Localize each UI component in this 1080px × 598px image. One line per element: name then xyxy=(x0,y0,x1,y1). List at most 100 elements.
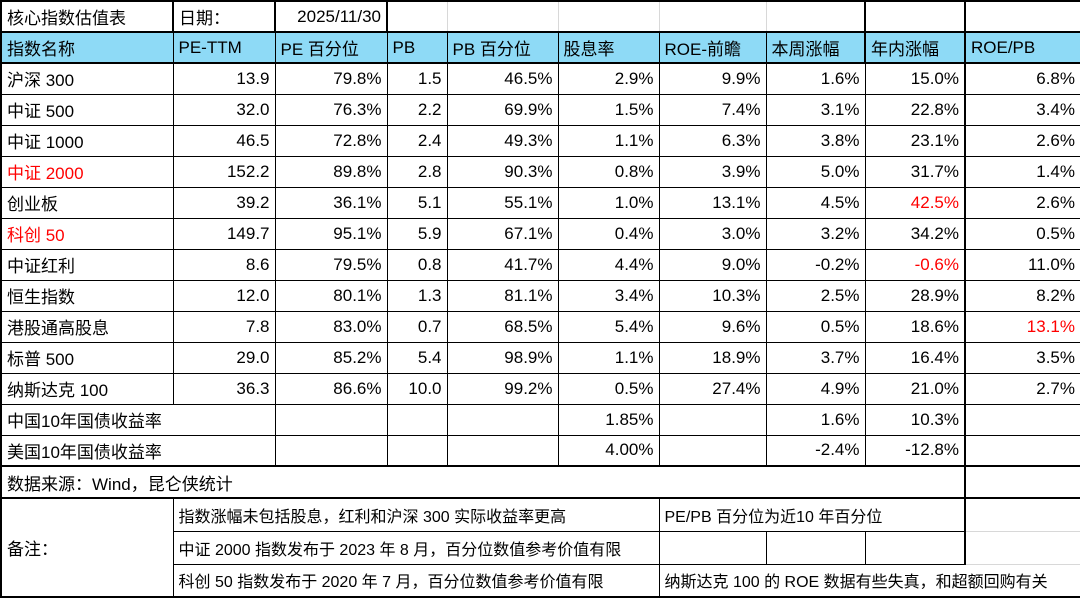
empty-cell[interactable] xyxy=(765,530,866,565)
header-cell-pe-ttm[interactable]: PE-TTM xyxy=(172,31,276,64)
week-change-cell[interactable]: 2.5% xyxy=(765,279,866,312)
index-name-cell[interactable]: 标普 500 xyxy=(0,341,174,374)
week-change-cell[interactable]: 1.6% xyxy=(765,62,866,95)
pe-ttm-cell[interactable]: 29.0 xyxy=(172,341,276,374)
index-name-cell[interactable]: 纳斯达克 100 xyxy=(0,372,174,405)
blank-cell[interactable] xyxy=(386,0,448,33)
empty-cell[interactable] xyxy=(964,403,1080,436)
roe-pb-cell[interactable]: 11.0% xyxy=(964,248,1080,281)
blank-cell[interactable] xyxy=(964,530,1080,565)
dividend-yield-cell[interactable]: 0.8% xyxy=(557,155,660,188)
pe-percentile-cell[interactable]: 83.0% xyxy=(274,310,388,343)
header-cell-index-name[interactable]: 指数名称 xyxy=(0,31,174,64)
roe-forward-cell[interactable]: 27.4% xyxy=(658,372,767,405)
dividend-yield-cell[interactable]: 2.9% xyxy=(557,62,660,95)
empty-cell[interactable] xyxy=(658,530,767,565)
week-change-cell[interactable]: 4.5% xyxy=(765,186,866,219)
pb-cell[interactable]: 1.5 xyxy=(386,62,448,95)
pb-percentile-cell[interactable]: 49.3% xyxy=(446,124,559,157)
pe-ttm-cell[interactable]: 152.2 xyxy=(172,155,276,188)
ytd-change-cell[interactable]: 34.2% xyxy=(864,217,966,250)
empty-cell[interactable] xyxy=(274,434,388,467)
pe-percentile-cell[interactable]: 72.8% xyxy=(274,124,388,157)
blank-boxed-cell[interactable] xyxy=(864,0,966,33)
roe-forward-cell[interactable]: 3.9% xyxy=(658,155,767,188)
empty-cell[interactable] xyxy=(274,403,388,436)
date-label-cell[interactable]: 日期： xyxy=(172,0,276,33)
index-name-cell[interactable]: 中证 1000 xyxy=(0,124,174,157)
pe-percentile-cell[interactable]: 79.5% xyxy=(274,248,388,281)
empty-cell[interactable] xyxy=(658,403,767,436)
pb-percentile-cell[interactable]: 98.9% xyxy=(446,341,559,374)
pb-cell[interactable]: 10.0 xyxy=(386,372,448,405)
roe-forward-cell[interactable]: 9.0% xyxy=(658,248,767,281)
pe-percentile-cell[interactable]: 80.1% xyxy=(274,279,388,312)
week-change-cell[interactable]: 3.1% xyxy=(765,93,866,126)
header-cell-ytd-change[interactable]: 年内涨幅 xyxy=(864,31,966,64)
pe-ttm-cell[interactable]: 36.3 xyxy=(172,372,276,405)
week-change-cell[interactable]: -0.2% xyxy=(765,248,866,281)
roe-pb-cell[interactable]: 3.5% xyxy=(964,341,1080,374)
roe-pb-cell[interactable]: 8.2% xyxy=(964,279,1080,312)
roe-forward-cell[interactable]: 3.0% xyxy=(658,217,767,250)
pe-percentile-cell[interactable]: 86.6% xyxy=(274,372,388,405)
bond-yield-cell[interactable]: 4.00% xyxy=(557,434,660,467)
blank-cell[interactable] xyxy=(557,0,660,33)
roe-pb-cell[interactable]: 2.7% xyxy=(964,372,1080,405)
pb-cell[interactable]: 2.8 xyxy=(386,155,448,188)
roe-pb-cell[interactable]: 2.6% xyxy=(964,186,1080,219)
index-name-cell[interactable]: 中证红利 xyxy=(0,248,174,281)
pb-cell[interactable]: 5.4 xyxy=(386,341,448,374)
roe-pb-cell[interactable]: 2.6% xyxy=(964,124,1080,157)
pb-percentile-cell[interactable]: 81.1% xyxy=(446,279,559,312)
index-name-cell[interactable]: 沪深 300 xyxy=(0,62,174,95)
roe-forward-cell[interactable]: 7.4% xyxy=(658,93,767,126)
data-source-cell[interactable]: 数据来源：Wind，昆仑侠统计 xyxy=(0,465,966,499)
empty-cell[interactable] xyxy=(386,403,448,436)
roe-forward-cell[interactable]: 10.3% xyxy=(658,279,767,312)
pb-cell[interactable]: 5.1 xyxy=(386,186,448,219)
index-name-cell[interactable]: 恒生指数 xyxy=(0,279,174,312)
pb-percentile-cell[interactable]: 90.3% xyxy=(446,155,559,188)
header-cell-roe-forward[interactable]: ROE-前瞻 xyxy=(658,31,767,64)
week-change-cell[interactable]: 3.7% xyxy=(765,341,866,374)
pe-ttm-cell[interactable]: 7.8 xyxy=(172,310,276,343)
empty-cell[interactable] xyxy=(964,434,1080,467)
date-value-cell[interactable]: 2025/11/30 xyxy=(274,0,388,33)
pe-ttm-cell[interactable]: 12.0 xyxy=(172,279,276,312)
blank-cell[interactable] xyxy=(658,0,767,33)
roe-forward-cell[interactable]: 9.6% xyxy=(658,310,767,343)
note-left-cell[interactable]: 指数涨幅未包括股息，红利和沪深 300 实际收益率更高 xyxy=(172,497,660,532)
blank-cell[interactable] xyxy=(446,0,559,33)
pb-percentile-cell[interactable]: 67.1% xyxy=(446,217,559,250)
pe-percentile-cell[interactable]: 85.2% xyxy=(274,341,388,374)
pe-ttm-cell[interactable]: 46.5 xyxy=(172,124,276,157)
empty-cell[interactable] xyxy=(446,403,559,436)
dividend-yield-cell[interactable]: 1.0% xyxy=(557,186,660,219)
ytd-change-cell[interactable]: 22.8% xyxy=(864,93,966,126)
notes-label-cell[interactable]: 备注： xyxy=(0,497,174,598)
note-left-cell[interactable]: 中证 2000 指数发布于 2023 年 8 月，百分位数值参考价值有限 xyxy=(172,530,660,565)
ytd-change-cell[interactable]: 16.4% xyxy=(864,341,966,374)
pb-percentile-cell[interactable]: 68.5% xyxy=(446,310,559,343)
dividend-yield-cell[interactable]: 1.1% xyxy=(557,124,660,157)
ytd-change-cell[interactable]: 18.6% xyxy=(864,310,966,343)
pb-cell[interactable]: 2.2 xyxy=(386,93,448,126)
roe-pb-cell[interactable]: 0.5% xyxy=(964,217,1080,250)
week-change-cell[interactable]: 1.6% xyxy=(765,403,866,436)
dividend-yield-cell[interactable]: 3.4% xyxy=(557,279,660,312)
pb-cell[interactable]: 5.9 xyxy=(386,217,448,250)
dividend-yield-cell[interactable]: 0.4% xyxy=(557,217,660,250)
blank-boxed-cell[interactable] xyxy=(964,0,1080,33)
week-change-cell[interactable]: 3.8% xyxy=(765,124,866,157)
pe-percentile-cell[interactable]: 76.3% xyxy=(274,93,388,126)
pb-cell[interactable]: 0.8 xyxy=(386,248,448,281)
header-cell-week-change[interactable]: 本周涨幅 xyxy=(765,31,866,64)
note-right-cell[interactable]: 纳斯达克 100 的 ROE 数据有些失真，和超额回购有关 xyxy=(658,563,1080,598)
empty-cell[interactable] xyxy=(864,530,966,565)
bond-name-cell[interactable]: 美国10年国债收益率 xyxy=(0,434,276,467)
pe-percentile-cell[interactable]: 95.1% xyxy=(274,217,388,250)
dividend-yield-cell[interactable]: 0.5% xyxy=(557,372,660,405)
header-cell-dividend-yield[interactable]: 股息率 xyxy=(557,31,660,64)
dividend-yield-cell[interactable]: 1.5% xyxy=(557,93,660,126)
